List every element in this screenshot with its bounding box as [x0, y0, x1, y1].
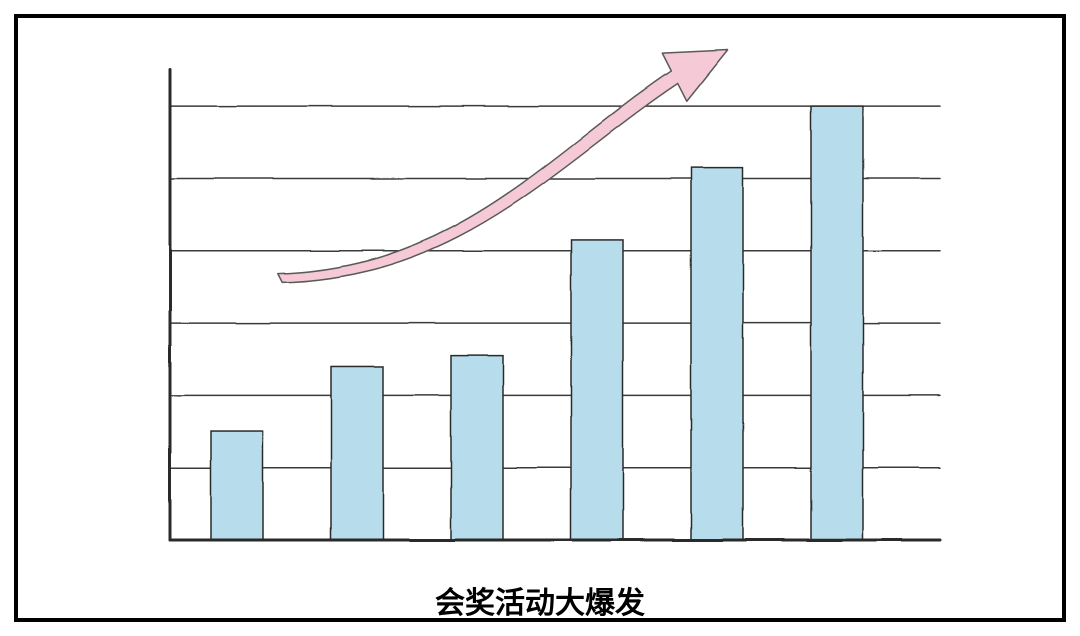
chart-frame: 会奖活动大爆发 — [0, 0, 1080, 636]
chart-caption: 会奖活动大爆发 — [0, 578, 1080, 622]
frame-border — [14, 14, 1066, 622]
